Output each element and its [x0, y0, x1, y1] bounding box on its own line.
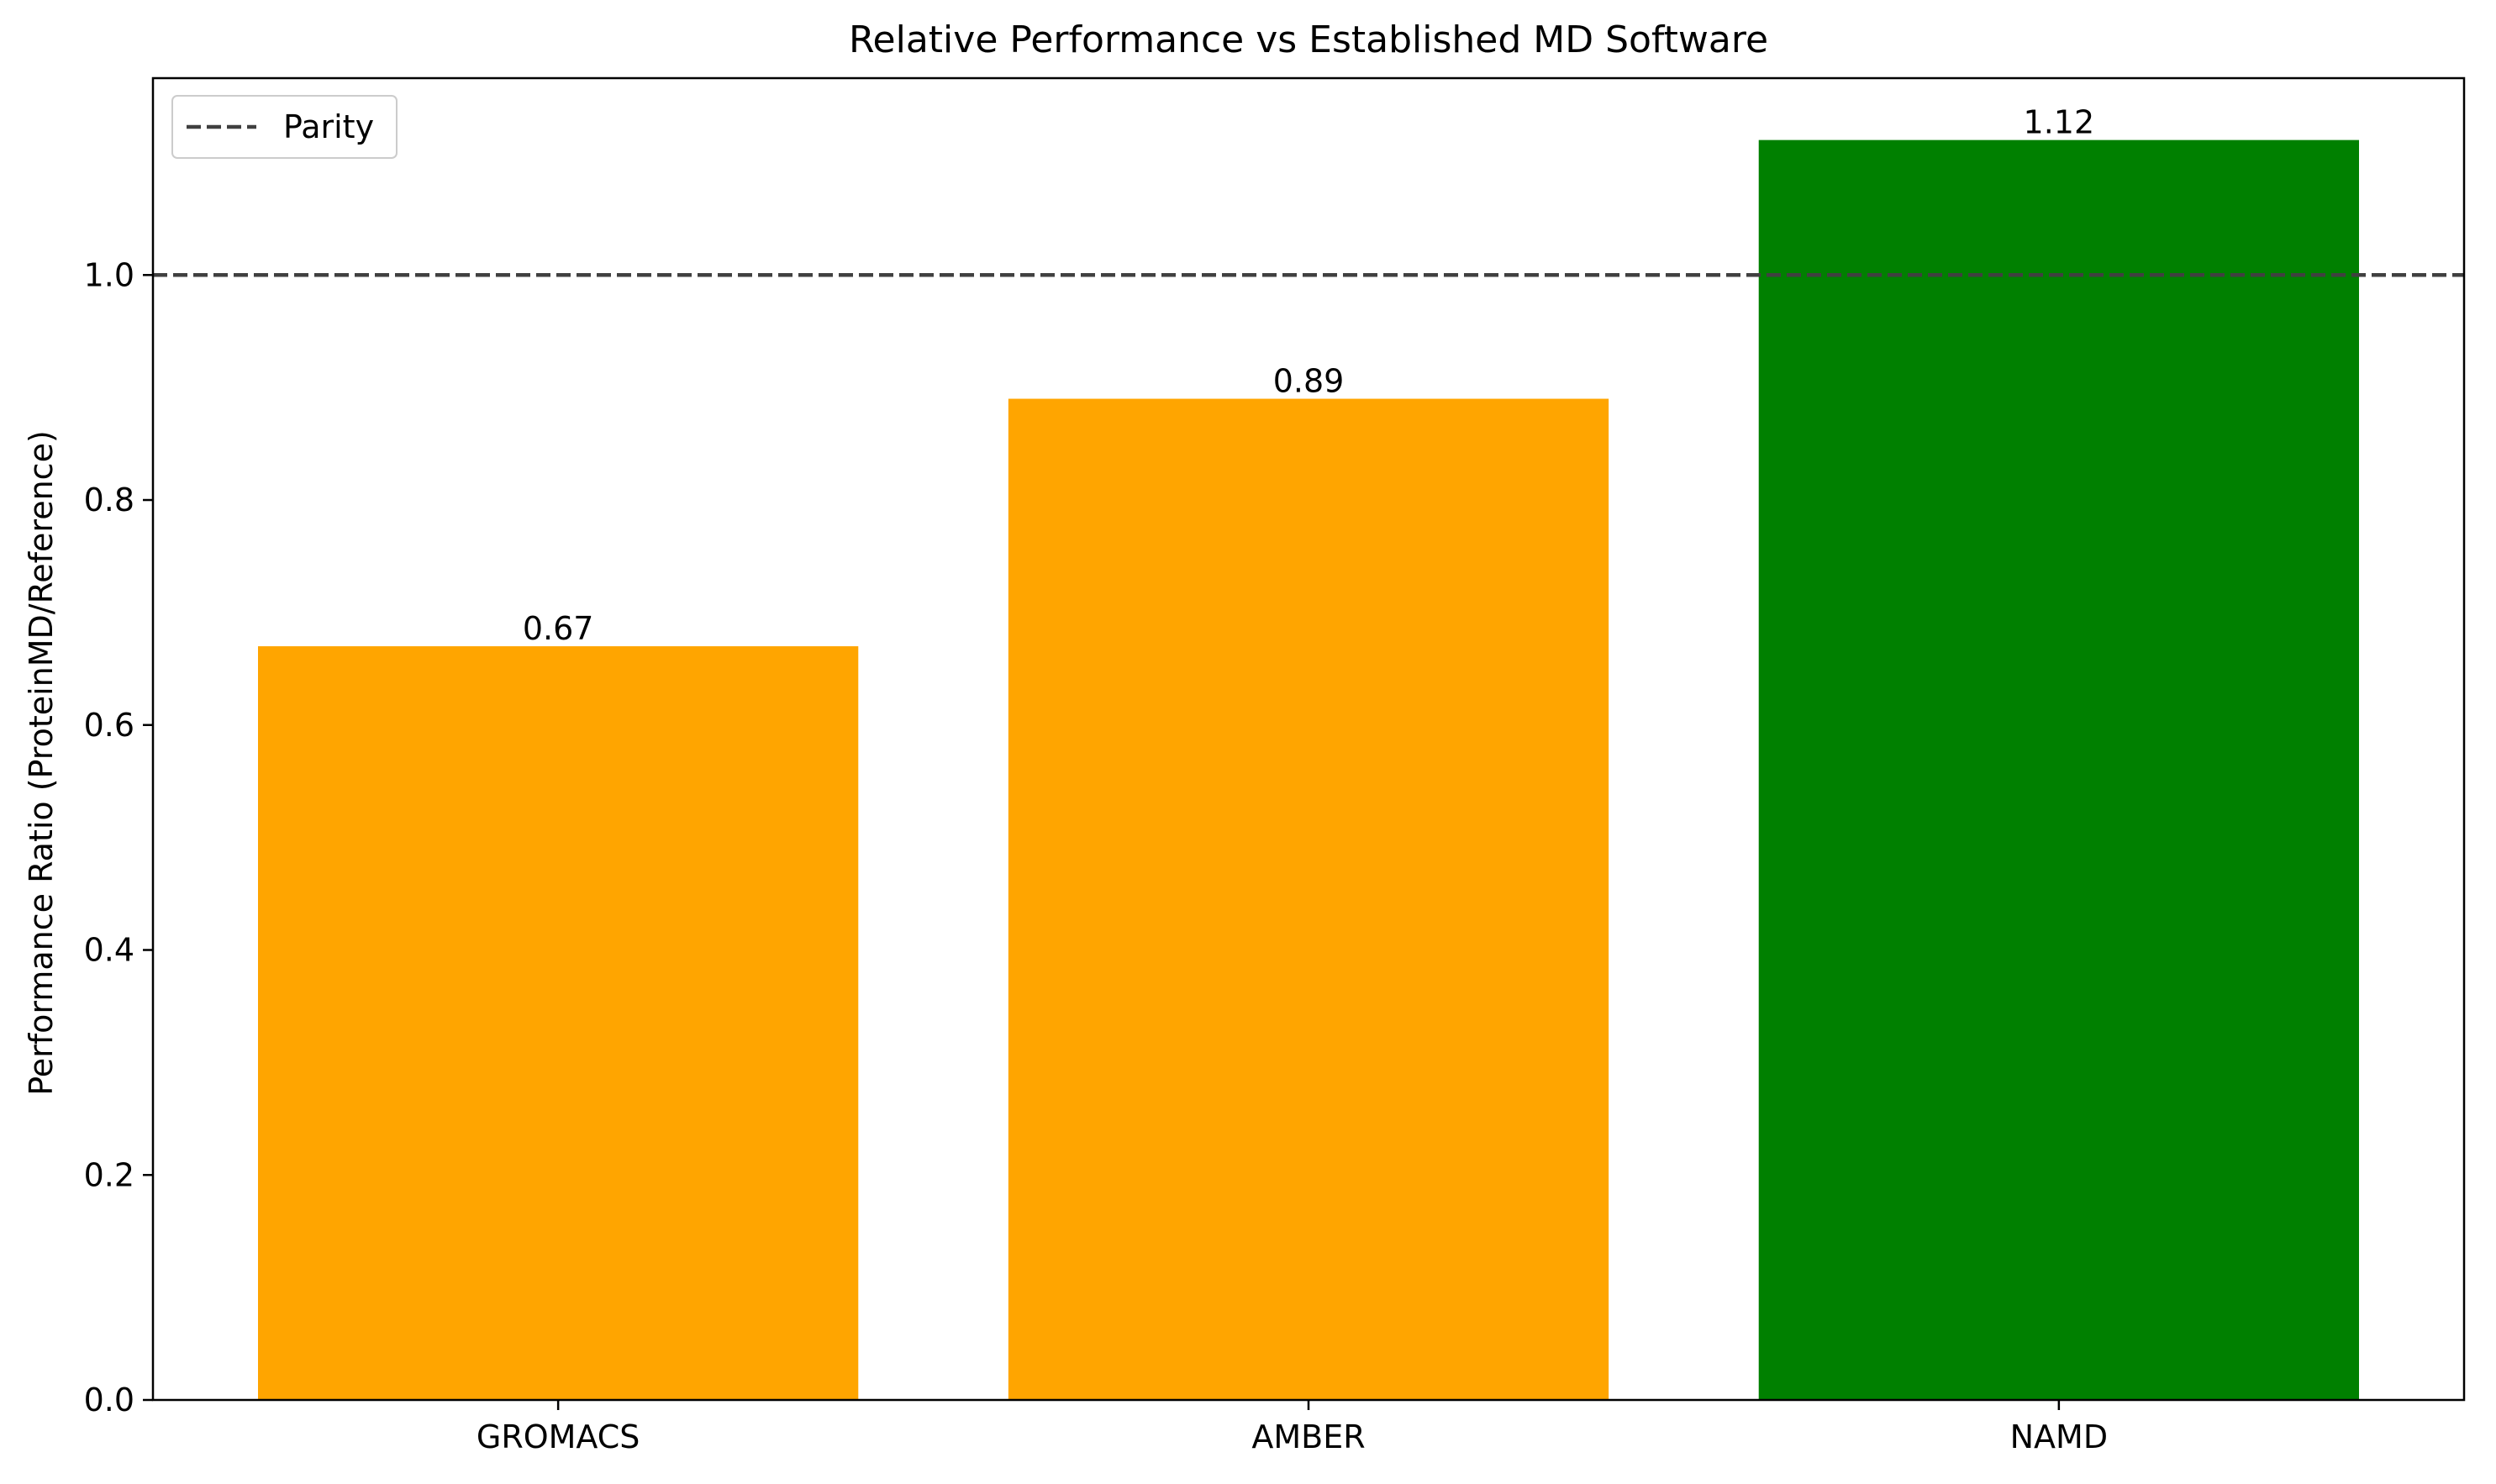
bar-amber [1008, 398, 1609, 1401]
chart-title: Relative Performance vs Established MD S… [849, 18, 1768, 61]
y-tick-label-1: 0.2 [84, 1156, 134, 1193]
x-tick-label-amber: AMBER [1251, 1418, 1365, 1455]
legend-parity-label: Parity [283, 108, 374, 145]
bar-value-label-namd: 1.12 [2024, 104, 2095, 141]
bar-gromacs [258, 646, 859, 1400]
bar-value-labels: 0.67 0.89 1.12 [523, 104, 2094, 647]
y-tick-label-0: 0.0 [84, 1381, 134, 1418]
bar-value-label-amber: 0.89 [1273, 363, 1345, 400]
x-tick-label-namd: NAMD [2010, 1418, 2108, 1455]
y-tick-label-2: 0.4 [84, 932, 134, 969]
bar-value-label-gromacs: 0.67 [523, 610, 594, 647]
y-tick-label-3: 0.6 [84, 707, 134, 744]
bar-namd [1758, 139, 2359, 1401]
x-tick-label-gromacs: GROMACS [477, 1418, 640, 1455]
x-axis: GROMACS AMBER NAMD [477, 1400, 2108, 1455]
y-tick-label-5: 1.0 [84, 256, 134, 293]
legend: Parity [171, 95, 398, 159]
y-tick-label-4: 0.8 [84, 482, 134, 518]
y-axis-label: Performance Ratio (ProteinMD/Reference) [23, 430, 60, 1096]
legend-box [171, 95, 398, 159]
bars-group [258, 139, 2359, 1401]
y-axis: 0.0 0.2 0.4 0.6 0.8 1.0 [84, 256, 153, 1418]
